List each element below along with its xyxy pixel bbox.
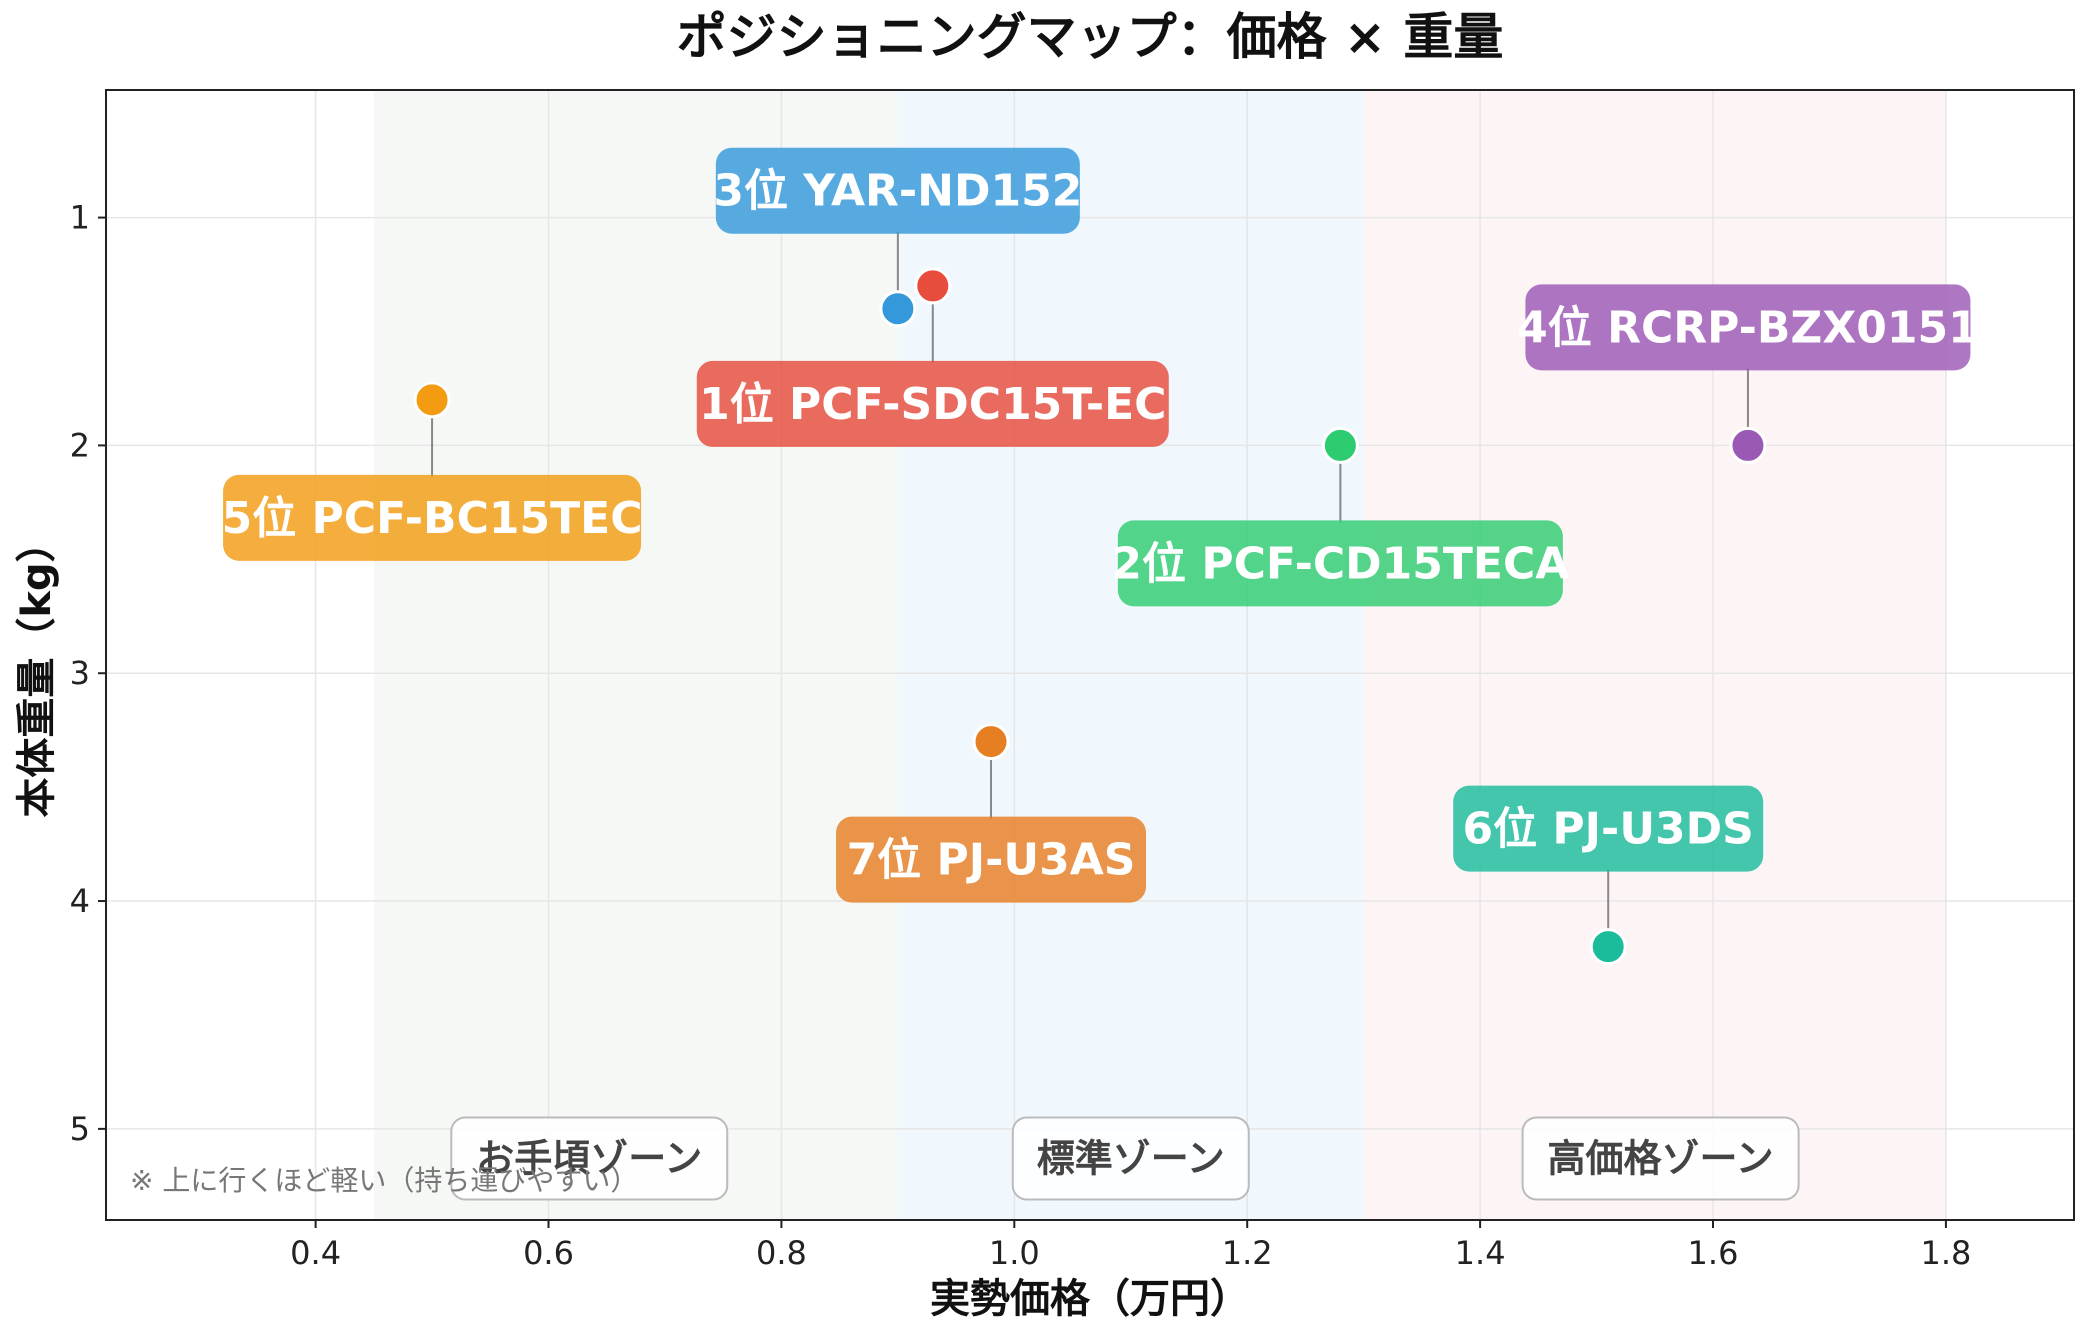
- data-point: [413, 381, 451, 419]
- zone-label-box: [1521, 1116, 1800, 1201]
- zone-label-box: [1011, 1116, 1250, 1201]
- y-axis-ticks: 1 2 3 4 5: [70, 199, 106, 1148]
- point-label: 2位 PCF-CD15TECA: [1111, 538, 1569, 589]
- x-tick-label: 0.4: [290, 1234, 341, 1272]
- zone-band: [1363, 90, 1946, 1220]
- y-axis-label: 本体重量（kg）: [14, 522, 60, 817]
- zone-labels: お手頃ゾーン 標準ゾーン 高価格ゾーン: [450, 1116, 1800, 1201]
- point-label: 7位 PJ-U3AS: [847, 835, 1136, 886]
- x-axis-ticks: 0.4 0.6 0.8 1.0 1.2 1.4 1.6 1.8: [290, 1220, 1971, 1272]
- zone-label: お手頃ゾーン: [476, 1136, 702, 1180]
- point-label-box: [1453, 785, 1764, 872]
- point-label-box: [836, 816, 1147, 903]
- point-label: 3位 YAR-ND152: [713, 166, 1082, 217]
- data-point: [1729, 426, 1767, 464]
- data-point: [879, 290, 917, 328]
- data-point: [972, 723, 1010, 761]
- y-tick-label: 1: [70, 199, 90, 237]
- point-label: 5位 PCF-BC15TEC: [222, 493, 643, 544]
- point-label-box: [696, 360, 1169, 447]
- x-tick-label: 0.8: [756, 1234, 807, 1272]
- point-label: 6位 PJ-U3DS: [1463, 804, 1754, 855]
- data-point: [1589, 928, 1627, 966]
- point-label-box: [1117, 520, 1563, 607]
- point-label: 1位 PCF-SDC15T-EC: [699, 379, 1166, 430]
- point-label: 4位 RCRP-BZX0151: [1517, 302, 1979, 353]
- x-tick-label: 0.6: [523, 1234, 574, 1272]
- y-tick-label: 4: [70, 882, 90, 920]
- point-label-box: [715, 147, 1080, 234]
- zone-band: [897, 90, 1364, 1220]
- point-label-box: [1525, 284, 1971, 371]
- zone-label-box: [450, 1116, 729, 1201]
- plot-frame: [105, 89, 2075, 1221]
- x-tick-label: 1.4: [1455, 1234, 1506, 1272]
- data-points: 1位 PCF-SDC15T-EC 2位 PCF-CD15TECA 3位 YAR-ND…: [222, 147, 1979, 966]
- point-label-box: [223, 474, 642, 561]
- chart-title: ポジショニングマップ：価格 × 重量: [677, 8, 1504, 66]
- y-tick-label: 3: [70, 654, 90, 692]
- y-tick-label: 2: [70, 426, 90, 464]
- chart-note: ※ 上に行くほど軽い（持ち運びやすい）: [130, 1164, 638, 1197]
- x-tick-label: 1.6: [1688, 1234, 1739, 1272]
- data-point: [914, 267, 952, 305]
- y-tick-label: 5: [70, 1110, 90, 1148]
- data-point: [1321, 426, 1359, 464]
- zone-band: [373, 90, 898, 1220]
- zone-label: 標準ゾーン: [1037, 1136, 1225, 1180]
- x-tick-label: 1.2: [1222, 1234, 1273, 1272]
- zone-label: 高価格ゾーン: [1548, 1136, 1774, 1180]
- zone-backgrounds: [373, 90, 1946, 1220]
- x-tick-label: 1.8: [1920, 1234, 1971, 1272]
- x-axis-label: 実勢価格（万円）: [930, 1276, 1250, 1322]
- x-tick-label: 1.0: [989, 1234, 1040, 1272]
